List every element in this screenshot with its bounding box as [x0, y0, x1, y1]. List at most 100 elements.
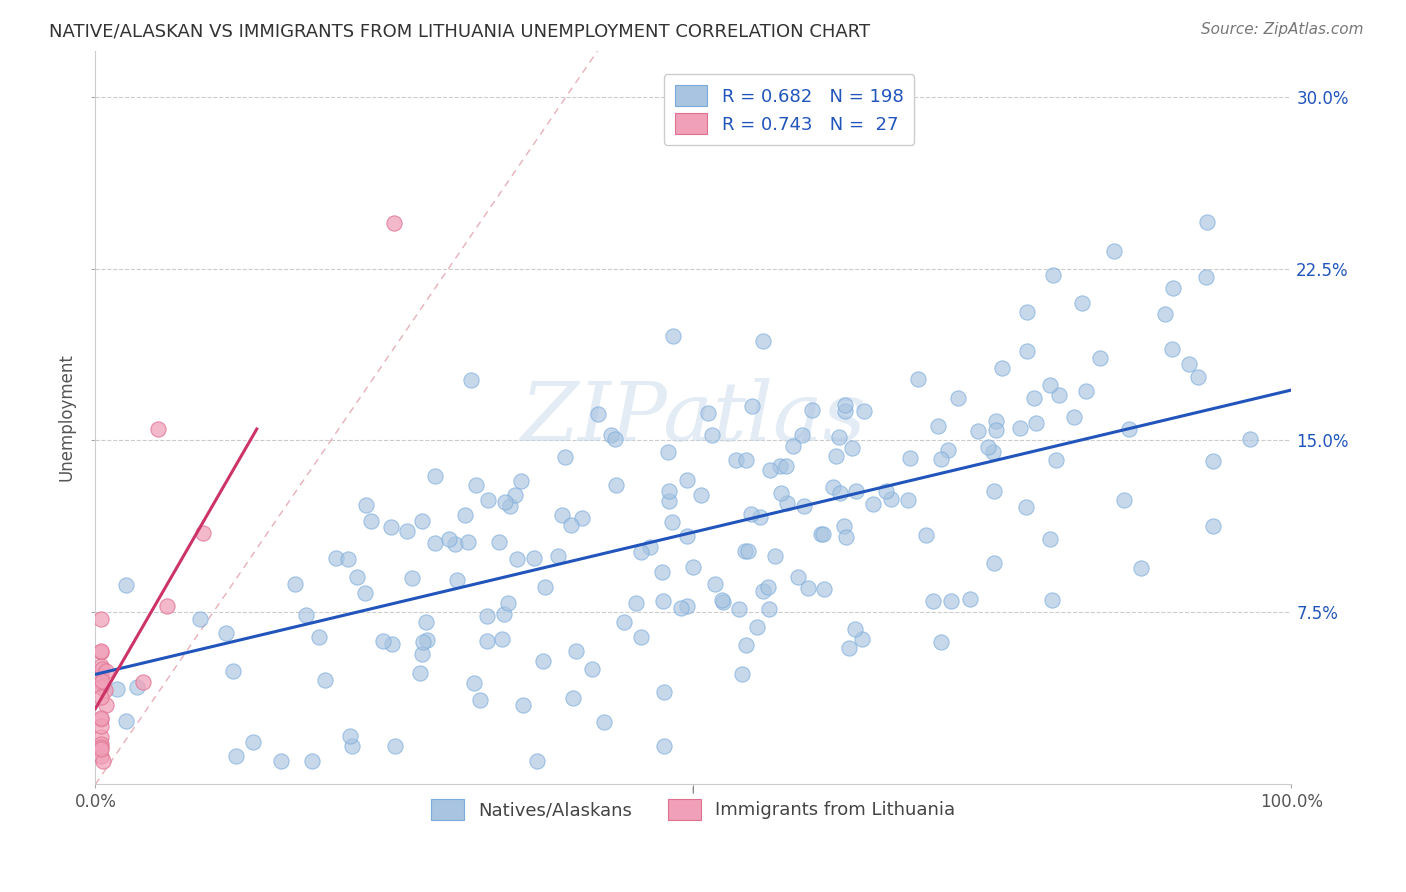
Point [94, 664, 117, 678]
Point [125, 680, 148, 694]
Point [506, 551, 529, 566]
Point [401, 571, 423, 585]
Point [676, 529, 699, 543]
Point [1153, 307, 1175, 321]
Point [984, 414, 1007, 428]
Point [977, 440, 1000, 454]
Point [897, 492, 920, 507]
Point [782, 439, 804, 453]
Point [605, 478, 627, 492]
Point [477, 492, 499, 507]
Point [769, 458, 792, 473]
Point [90, 658, 112, 673]
Point [94, 698, 117, 713]
Point [787, 570, 810, 584]
Point [360, 514, 382, 528]
Point [1070, 296, 1092, 310]
Point [671, 601, 693, 615]
Point [512, 698, 534, 713]
Point [676, 473, 699, 487]
Point [776, 496, 799, 510]
Point [90, 710, 112, 724]
Point [132, 675, 155, 690]
Point [1161, 343, 1184, 357]
Point [90, 644, 112, 658]
Point [423, 469, 446, 483]
Point [396, 524, 419, 538]
Point [759, 463, 782, 477]
Point [191, 526, 214, 541]
Point [439, 533, 461, 547]
Point [294, 608, 316, 623]
Point [711, 595, 734, 609]
Point [728, 601, 751, 615]
Point [731, 667, 754, 681]
Point [586, 407, 609, 421]
Point [499, 499, 522, 513]
Point [704, 576, 727, 591]
Point [624, 595, 647, 609]
Point [423, 535, 446, 549]
Point [534, 580, 557, 594]
Point [959, 591, 981, 606]
Point [1025, 417, 1047, 431]
Point [409, 666, 432, 681]
Point [115, 578, 138, 592]
Point [853, 403, 876, 417]
Point [190, 612, 212, 626]
Point [1195, 269, 1218, 284]
Point [811, 526, 834, 541]
Point [1047, 387, 1070, 401]
Point [1102, 244, 1125, 258]
Point [605, 433, 627, 447]
Point [931, 634, 953, 648]
Point [90, 690, 112, 704]
Point [734, 543, 756, 558]
Point [91, 755, 114, 769]
Point [156, 599, 179, 614]
Point [381, 637, 404, 651]
Point [90, 668, 112, 682]
Point [215, 625, 238, 640]
Point [851, 632, 873, 647]
Point [835, 530, 858, 544]
Point [411, 514, 433, 528]
Point [927, 418, 949, 433]
Y-axis label: Unemployment: Unemployment [58, 353, 75, 482]
Point [735, 453, 758, 467]
Point [834, 404, 856, 418]
Point [752, 334, 775, 348]
Point [488, 535, 510, 549]
Point [929, 452, 952, 467]
Point [652, 739, 675, 753]
Point [444, 537, 467, 551]
Point [554, 450, 576, 465]
Point [658, 484, 681, 499]
Point [94, 682, 117, 697]
Point [752, 584, 775, 599]
Point [898, 450, 921, 465]
Point [581, 662, 603, 676]
Point [1063, 409, 1085, 424]
Point [523, 551, 546, 566]
Point [526, 755, 548, 769]
Point [740, 508, 762, 522]
Point [565, 644, 588, 658]
Point [1112, 492, 1135, 507]
Point [1177, 358, 1199, 372]
Point [494, 495, 516, 509]
Point [284, 576, 307, 591]
Point [657, 445, 679, 459]
Point [221, 664, 243, 678]
Point [510, 474, 533, 488]
Point [946, 391, 969, 405]
Point [747, 619, 769, 633]
Point [734, 638, 756, 652]
Point [460, 373, 482, 387]
Point [1161, 281, 1184, 295]
Point [325, 551, 347, 566]
Point [114, 714, 136, 729]
Point [875, 484, 897, 499]
Point [571, 511, 593, 525]
Point [416, 632, 439, 647]
